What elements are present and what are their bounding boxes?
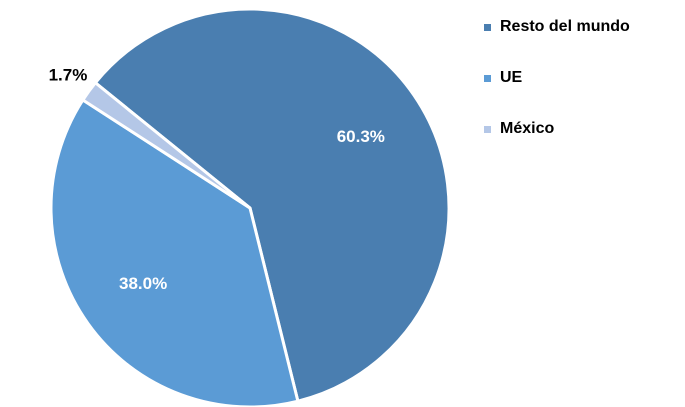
legend-label: UE [500, 69, 523, 86]
legend-marker [484, 126, 491, 133]
pie-slice [93, 7, 451, 403]
legend-label: Resto del mundo [500, 18, 630, 35]
data-label: 60.3% [337, 127, 385, 146]
data-label: 1.7% [49, 65, 88, 84]
legend-label: México [500, 120, 554, 137]
pie-slice [49, 97, 300, 407]
legend-marker [484, 75, 491, 82]
legend-marker [484, 24, 491, 31]
data-label: 38.0% [119, 274, 167, 293]
pie-slice [80, 80, 251, 210]
